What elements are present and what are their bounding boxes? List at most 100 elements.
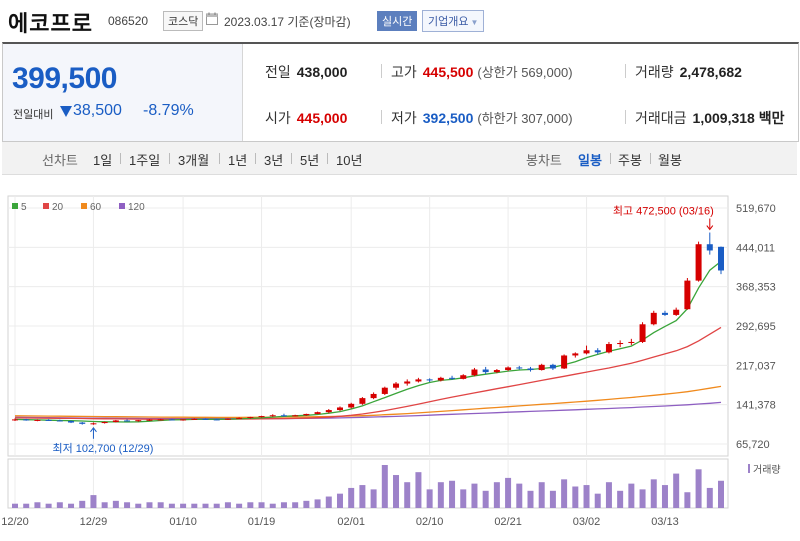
x-tick-label: 03/13 xyxy=(651,516,679,528)
tab-3y[interactable]: 3년 xyxy=(264,153,284,168)
tab-monthly[interactable]: 월봉 xyxy=(658,153,682,168)
candle-body xyxy=(471,369,478,376)
volume-bar xyxy=(314,499,321,508)
divider xyxy=(120,153,121,164)
tab-5y[interactable]: 5년 xyxy=(300,153,320,168)
x-tick-label: 02/10 xyxy=(416,516,444,528)
volume-bar xyxy=(34,502,41,508)
tab-3m[interactable]: 3개월 xyxy=(178,153,210,168)
company-info-dropdown[interactable]: 기업개요 ▼ xyxy=(422,10,485,32)
legend-swatch xyxy=(43,203,49,209)
volume-bar xyxy=(292,502,299,508)
prev-change-label: 전일대비 xyxy=(13,109,54,121)
volume-legend-swatch xyxy=(748,464,750,473)
volume-bar xyxy=(493,482,500,508)
tab-10y[interactable]: 10년 xyxy=(336,153,363,168)
candle-body xyxy=(583,350,590,354)
candle-body xyxy=(493,370,500,373)
candle-body xyxy=(314,412,321,414)
volume-bar xyxy=(23,503,30,508)
volume-bar xyxy=(303,500,310,508)
y-tick-label: 368,353 xyxy=(736,282,776,294)
x-tick-label: 02/21 xyxy=(494,516,522,528)
candle-body xyxy=(68,420,75,423)
volume-bar xyxy=(673,473,680,508)
volume-bar xyxy=(706,487,713,508)
candle-body xyxy=(561,355,568,369)
candle-body xyxy=(718,246,724,271)
candle-body xyxy=(213,419,220,421)
volume-bar xyxy=(325,496,332,508)
candle-body xyxy=(650,312,657,325)
legend-swatch xyxy=(12,203,18,209)
tab-1y[interactable]: 1년 xyxy=(228,153,248,168)
tab-1w[interactable]: 1주일 xyxy=(129,153,161,168)
candle-chart-label: 봉차트 xyxy=(526,153,562,168)
volume-bar xyxy=(449,480,456,508)
volume-bar xyxy=(213,503,220,508)
divider xyxy=(169,153,170,164)
prev-close-label: 전일 xyxy=(265,64,291,80)
volume-bar xyxy=(572,486,579,508)
x-tick-label: 12/20 xyxy=(1,516,29,528)
candle-body xyxy=(695,244,702,281)
volume-bar xyxy=(549,490,556,508)
volume-bar xyxy=(650,479,657,508)
chart-period-tabs: 선차트 1일 1주일 3개월 1년 3년 5년 10년 봉차트 일봉 주봉 월봉 xyxy=(2,142,797,175)
volume-bar xyxy=(594,493,601,508)
high-value: 445,500 xyxy=(422,64,474,80)
candle-body xyxy=(381,387,388,394)
volume-bar xyxy=(370,489,377,508)
tab-daily[interactable]: 일봉 xyxy=(578,153,602,168)
y-tick-label: 444,011 xyxy=(736,242,775,254)
amount-value: 1,009,318 백만 xyxy=(692,110,785,126)
high-annotation: 최고 472,500 (03/16) xyxy=(613,205,714,218)
candle-body xyxy=(336,407,343,411)
candle-body xyxy=(112,420,119,423)
price-change: 38,500 xyxy=(73,102,122,119)
stock-code: 086520 xyxy=(108,14,149,28)
realtime-button[interactable]: 실시간 xyxy=(377,11,418,31)
volume-bar xyxy=(460,489,467,508)
candle-body xyxy=(605,344,612,353)
volume-bar xyxy=(146,502,153,508)
candle-body xyxy=(348,403,355,408)
candle-body xyxy=(516,367,523,369)
candle-body xyxy=(370,393,377,399)
legend-label: 120 xyxy=(128,202,145,213)
price-change-percent: -8.79% xyxy=(143,102,194,119)
volume-bar xyxy=(348,487,355,508)
tab-weekly[interactable]: 주봉 xyxy=(618,153,642,168)
volume-bar xyxy=(224,502,231,508)
volume-bar xyxy=(90,495,97,508)
volume-bar xyxy=(280,502,287,508)
tab-1d[interactable]: 1일 xyxy=(93,153,113,168)
down-arrow-icon xyxy=(60,106,72,117)
candle-body xyxy=(12,419,18,421)
volume-bar xyxy=(269,503,276,508)
volume-bar xyxy=(79,500,86,508)
high-marker-arrowhead xyxy=(706,225,714,231)
current-price-panel: 399,500 전일대비 38,500 -8.79% xyxy=(3,44,243,141)
as-of-date: 2023.03.17 기준(장마감) xyxy=(224,15,351,29)
volume-bar xyxy=(661,485,668,508)
volume-label: 거래량 xyxy=(635,64,674,80)
candle-body xyxy=(135,420,142,422)
low-marker-arrowhead xyxy=(90,426,97,433)
legend-label: 20 xyxy=(52,202,64,213)
divider xyxy=(255,153,256,164)
candle-body xyxy=(661,312,668,315)
divider xyxy=(650,153,651,164)
low-value: 392,500 xyxy=(422,110,474,126)
legend-swatch xyxy=(81,203,87,209)
chevron-down-icon: ▼ xyxy=(470,18,479,27)
upper-limit: (상한가 569,000) xyxy=(477,65,573,80)
volume-bar xyxy=(191,503,198,508)
volume-bar xyxy=(135,503,142,508)
candle-body xyxy=(236,417,243,419)
volume-bar xyxy=(56,502,63,508)
candle-body xyxy=(79,422,86,424)
volume-bar xyxy=(180,503,187,508)
candle-body xyxy=(460,375,467,379)
candle-body xyxy=(359,398,366,404)
